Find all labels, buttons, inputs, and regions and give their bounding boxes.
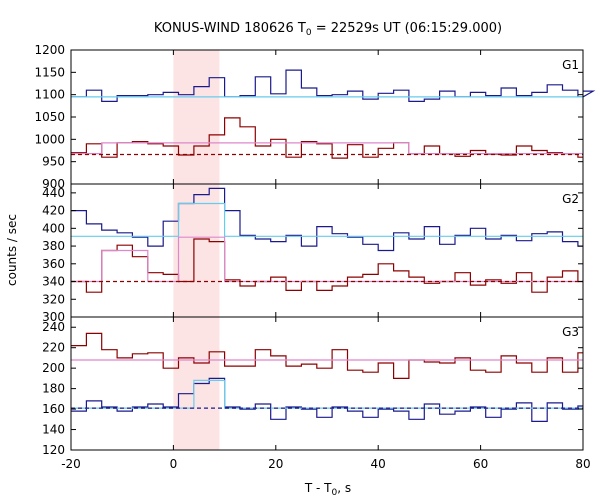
panels: 90095010001050110011501200G1300320340360…	[34, 43, 596, 471]
series-line-pink-3	[71, 142, 583, 155]
y-tick-label: 380	[42, 239, 65, 253]
y-axis-label: counts / sec	[5, 214, 19, 286]
y-tick-label: 1200	[34, 43, 65, 57]
y-tick-label: 300	[42, 310, 65, 324]
y-tick-label: 950	[42, 155, 65, 169]
panel-frame	[70, 49, 584, 185]
panel-g1: 900 950 1000 1050 1100 1150 1200 G1	[34, 43, 596, 191]
series-step-red-1	[71, 332, 583, 379]
x-tick-label: -20	[61, 457, 81, 471]
y-tick-label: 340	[42, 275, 65, 289]
y-tick-label: 900	[42, 177, 65, 191]
y-tick-label: 1150	[34, 65, 65, 79]
y-tick-label: 1100	[34, 88, 65, 102]
y-tick-label: 400	[42, 221, 65, 235]
series-step-blue-0	[71, 377, 583, 422]
y-tick-label: 200	[42, 361, 65, 375]
panel-label: G1	[562, 58, 579, 72]
series-step-red-1	[71, 117, 583, 159]
shaded-interval	[173, 184, 220, 317]
x-tick-label: 20	[268, 457, 283, 471]
y-tick-label: 440	[42, 186, 65, 200]
series-step-red-1	[71, 238, 583, 293]
series-step-blue-0	[71, 187, 583, 252]
panel-label: G2	[562, 192, 579, 206]
y-tick-label: 180	[42, 382, 65, 396]
y-tick-label: 240	[42, 320, 65, 334]
x-axis-label: T - T0, s	[304, 481, 351, 498]
y-tick-label: 420	[42, 204, 65, 218]
y-tick-label: 120	[42, 443, 65, 457]
y-tick-label: 1050	[34, 110, 65, 124]
series-step-blue-0	[71, 69, 596, 103]
panel-frame	[70, 316, 584, 451]
x-tick-label: 0	[170, 457, 178, 471]
x-tick-label: 60	[473, 457, 488, 471]
shaded-interval	[173, 50, 220, 184]
panel-label: G3	[562, 325, 579, 339]
x-tick-label: 40	[371, 457, 386, 471]
y-tick-label: 360	[42, 257, 65, 271]
y-tick-label: 220	[42, 341, 65, 355]
y-tick-label: 140	[42, 423, 65, 437]
y-tick-label: 160	[42, 402, 65, 416]
panel-g3: 120 140 160 180 200 220 240 -20 0 20 40 60 80 G3	[42, 316, 591, 471]
y-tick-label: 1000	[34, 132, 65, 146]
chart-title: KONUS-WIND 180626 T0 = 22529s UT (06:15:…	[154, 21, 502, 38]
series-line-cyan-2	[71, 202, 583, 237]
y-tick-label: 320	[42, 292, 65, 306]
panel-g2: 300 320 340 360 380 400 420 440 G2	[42, 183, 584, 324]
x-tick-label: 80	[575, 457, 590, 471]
